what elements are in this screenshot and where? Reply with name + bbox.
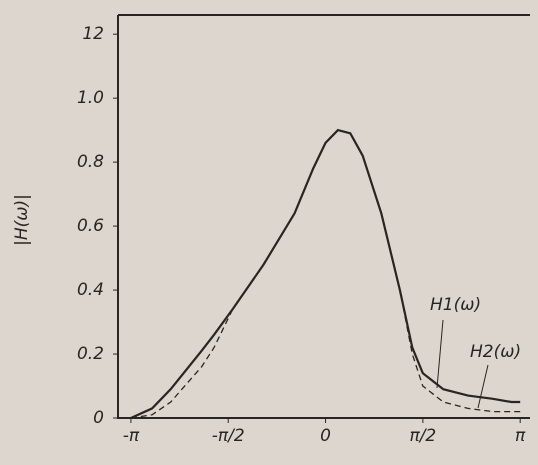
series-line: [130, 129, 521, 419]
leader-line: [436, 319, 444, 389]
y-tick-label: 0: [93, 408, 104, 428]
x-tick-label: -π: [123, 426, 140, 446]
x-tick-label: π/2: [409, 426, 436, 446]
y-tick-label: 0.6: [77, 216, 104, 236]
y-tick-label: 0.8: [77, 152, 104, 172]
leader-line: [477, 364, 489, 409]
x-tick-label: -π/2: [212, 426, 245, 446]
y-tick-label: 12: [82, 24, 104, 44]
x-tick-label: π: [515, 426, 526, 446]
y-tick-label: 0.2: [77, 344, 104, 364]
axes-frame: [117, 14, 530, 419]
y-axis-label: |H(ω)|: [12, 194, 32, 246]
series-annotation: H2(ω): [470, 342, 521, 362]
y-tick-label: 1.0: [77, 88, 104, 108]
y-tick-label: 0.4: [77, 280, 104, 300]
series-annotation: H1(ω): [430, 295, 481, 315]
x-tick-label: 0: [320, 426, 331, 446]
series-line: [130, 128, 521, 420]
